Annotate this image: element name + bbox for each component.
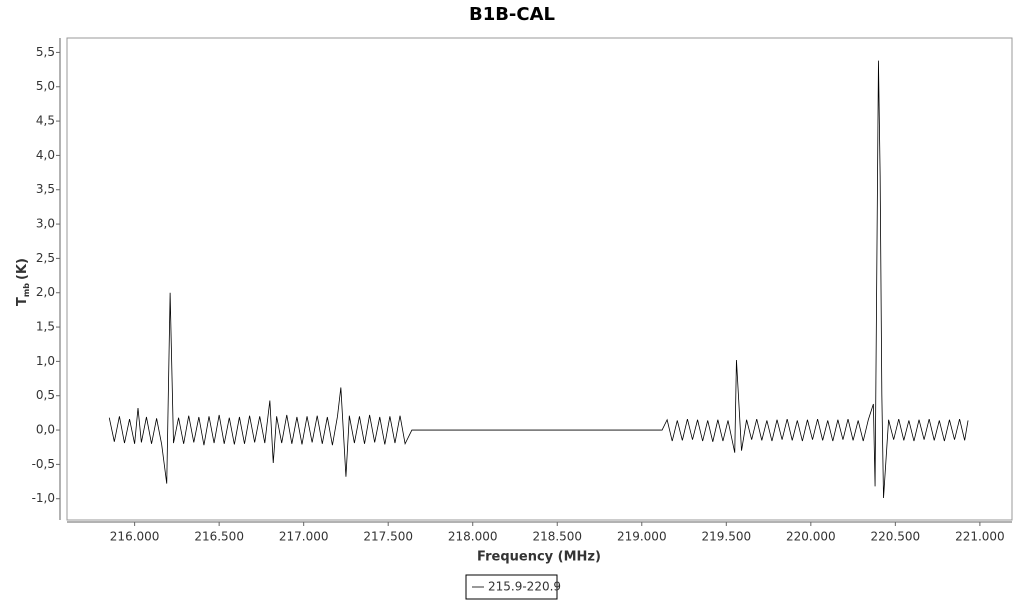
y-tick-label: 2,5	[36, 251, 55, 265]
x-tick-label: 220.500	[871, 530, 921, 544]
y-tick-label: 3,0	[36, 217, 55, 231]
y-tick-label: -0,5	[32, 457, 55, 471]
y-tick-label: 0,0	[36, 423, 55, 437]
y-tick-label: 2,0	[36, 285, 55, 299]
spectrum-line	[108, 60, 969, 499]
x-tick-label: 218.000	[448, 530, 498, 544]
y-tick-label: 4,5	[36, 114, 55, 128]
x-tick-label: 217.000	[279, 530, 329, 544]
x-tick-label: 218.500	[532, 530, 582, 544]
chart-title: B1B-CAL	[469, 4, 555, 25]
x-tick-label: 216.000	[110, 530, 160, 544]
y-tick-label: 1,0	[36, 354, 55, 368]
y-axis-label: Tmb (K)	[15, 258, 31, 306]
y-tick-label: -1,0	[32, 491, 55, 505]
x-tick-label: 220.000	[786, 530, 836, 544]
y-tick-label: 5,0	[36, 79, 55, 93]
x-tick-label: 217.500	[363, 530, 413, 544]
y-label-main: T	[15, 297, 30, 306]
x-tick-label: 216.500	[194, 530, 244, 544]
y-tick-label: 4,0	[36, 148, 55, 162]
x-tick-label: 219.500	[701, 530, 751, 544]
legend-label: 215.9-220.9	[488, 580, 561, 594]
y-tick-label: 5,5	[36, 45, 55, 59]
x-tick-label: 219.000	[617, 530, 667, 544]
plot-frame	[66, 37, 1013, 521]
y-label-sub: mb	[22, 283, 31, 297]
y-tick-label: 3,5	[36, 182, 55, 196]
x-axis-label: Frequency (MHz)	[477, 550, 601, 565]
y-tick-label: 0,5	[36, 388, 55, 402]
y-label-unit: (K)	[15, 258, 30, 280]
y-tick-label: 1,5	[36, 320, 55, 334]
x-tick-label: 221.000	[955, 530, 1005, 544]
